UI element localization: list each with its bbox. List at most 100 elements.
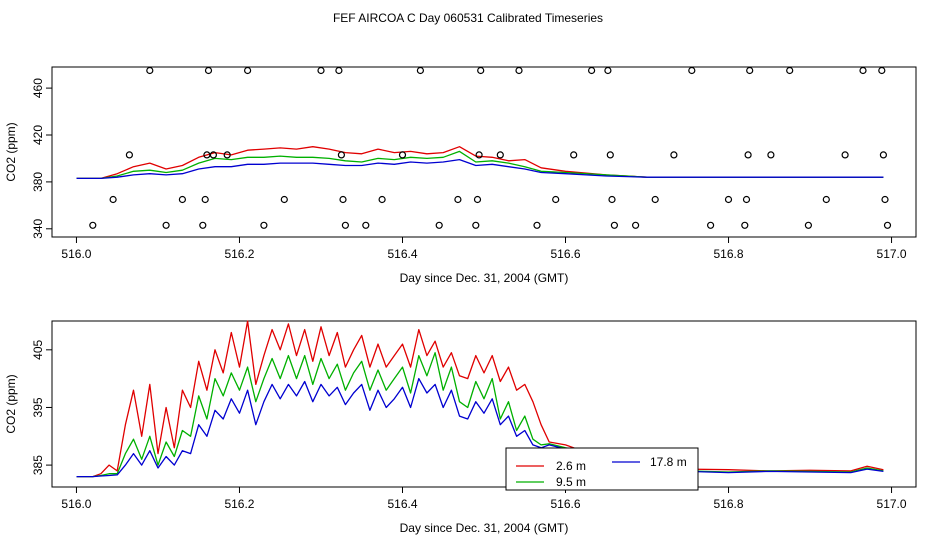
top-marker-point [162,221,170,229]
top-marker-point [883,221,892,229]
top-marker-point [670,151,678,159]
top-y-axis-label: CO2 (ppm) [4,122,18,181]
bottom-x-axis: 516.0 516.2 516.4 516.6 516.8 517.0 [61,487,907,511]
top-marker-point [223,151,231,159]
top-marker-point [651,195,659,204]
top-marker-point [606,151,614,159]
bottom-series-line-0 [76,320,884,478]
top-marker-point [475,151,483,159]
top-marker-point [362,221,370,229]
bottom-plot-frame [51,320,917,488]
top-marker-point [878,66,886,75]
top-y-tick-label: 420 [31,125,45,145]
top-y-tick-label: 380 [31,172,45,192]
top-marker-point [496,151,504,159]
top-marker-point [767,151,775,159]
bottom-x-tick-label: 516.0 [61,497,91,511]
top-marker-point [335,66,343,75]
top-marker-point [744,151,752,159]
top-y-tick-label: 340 [31,218,45,238]
top-marker-point [688,66,696,75]
top-x-tick-label: 516.6 [550,247,580,261]
legend-label-2.6m: 2.6 m [556,459,586,473]
legend-box [505,447,699,491]
top-marker-point [146,66,154,75]
top-marker-point [477,66,485,75]
top-marker-point [515,66,523,75]
top-marker-point [786,66,794,75]
top-marker-point [604,66,612,75]
bottom-y-axis: 385 395 405 [31,339,52,475]
top-marker-point [89,221,97,229]
top-x-tick-label: 516.2 [224,247,254,261]
top-marker-point [199,221,207,229]
top-marker-point [587,66,596,75]
top-marker-point [472,221,480,229]
bottom-x-tick-label: 517.0 [877,497,907,511]
top-x-axis: 516.0 516.2 516.4 516.6 516.8 517.0 [61,237,907,261]
top-marker-point [339,195,347,204]
bottom-y-tick-label: 385 [31,455,45,475]
top-marker-point [881,195,889,204]
top-marker-point [201,195,209,204]
top-marker-point [610,221,619,229]
top-marker-point [859,66,867,75]
top-x-tick-label: 516.0 [61,247,91,261]
top-marker-point [454,195,462,204]
bottom-x-tick-label: 516.6 [550,497,580,511]
top-marker-point [109,195,117,204]
legend-label-9.5m: 9.5 m [556,475,586,489]
legend: 2.6 m 9.5 m 17.8 m [505,447,699,491]
top-marker-point [473,195,482,204]
top-x-axis-label: Day since Dec. 31, 2004 (GMT) [400,271,569,285]
top-x-tick-label: 516.4 [387,247,417,261]
bottom-y-axis-label: CO2 (ppm) [4,374,18,433]
bottom-x-tick-label: 516.4 [387,497,417,511]
bottom-x-axis-label: Day since Dec. 31, 2004 (GMT) [400,521,569,535]
top-marker-point [378,195,386,204]
bottom-x-tick-label: 516.2 [224,497,254,511]
top-marker-point [706,221,715,229]
top-marker-point [398,151,407,159]
bottom-x-tick-label: 516.8 [714,497,744,511]
bottom-panel: 516.0 516.2 516.4 516.6 516.8 517.0 385 395 405… [4,320,917,535]
bottom-series-line-1 [76,352,884,478]
top-marker-point [741,221,749,229]
top-x-tick-label: 517.0 [877,247,907,261]
top-marker-point [204,66,213,75]
top-plot-frame [51,66,917,238]
top-panel: 516.0 516.2 516.4 516.6 516.8 517.0 340 380 420… [4,66,917,285]
top-marker-point [533,221,541,229]
top-marker-point [631,221,640,229]
top-marker-point [608,195,616,204]
top-marker-point [879,151,888,159]
top-markers-group [89,66,892,229]
top-y-tick-label: 460 [31,78,45,98]
top-marker-point [260,221,268,229]
top-marker-point [742,195,751,204]
bottom-series-line-2 [76,377,884,478]
top-marker-point [822,195,830,204]
figure-title: FEF AIRCOA C Day 060531 Calibrated Times… [333,11,603,25]
top-marker-point [341,221,349,229]
top-marker-point [804,221,813,229]
legend-label-17.8m: 17.8 m [650,455,687,469]
bottom-y-tick-label: 405 [31,339,45,359]
top-marker-point [724,195,733,204]
top-marker-point [209,151,217,159]
top-series-line-2 [76,158,884,180]
top-marker-point [746,66,754,75]
bottom-y-tick-label: 395 [31,397,45,417]
top-y-axis: 340 380 420 460 [31,78,52,239]
top-x-tick-label: 516.8 [714,247,744,261]
top-series-group [76,146,884,180]
top-marker-point [570,151,578,159]
top-marker-point [125,151,133,159]
top-marker-point [337,151,345,159]
top-marker-point [244,66,252,75]
top-marker-point [435,221,443,229]
top-marker-point [552,195,560,204]
top-marker-point [841,151,849,159]
top-marker-point [280,195,288,204]
